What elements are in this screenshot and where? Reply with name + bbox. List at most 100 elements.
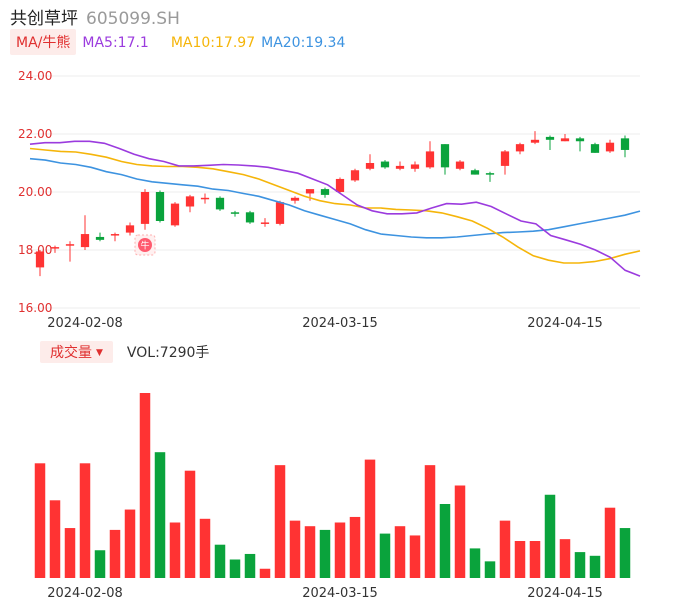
volume-bar bbox=[154, 452, 166, 578]
marker-label: 牛 bbox=[140, 240, 149, 252]
volume-bar bbox=[544, 494, 556, 578]
volume-bar bbox=[49, 500, 61, 578]
ma-legend: MA/牛熊 MA5:17.1 MA10:17.97 MA20:19.34 bbox=[10, 29, 345, 55]
candle bbox=[500, 149, 510, 175]
volume-bar bbox=[349, 516, 361, 578]
candle bbox=[380, 160, 390, 169]
candle bbox=[185, 194, 195, 213]
candle bbox=[620, 135, 630, 158]
price-tick-label: 18.00 bbox=[18, 243, 52, 257]
date-tick-label: 2024-04-15 bbox=[527, 586, 603, 601]
candle-body bbox=[95, 236, 105, 240]
candle-body bbox=[170, 203, 180, 226]
stock-code: 605099.SH bbox=[86, 9, 180, 29]
ma20-label: MA20:19.34 bbox=[261, 35, 346, 51]
candle-body bbox=[560, 138, 570, 142]
candle-body bbox=[485, 173, 495, 175]
candle bbox=[410, 161, 420, 172]
candle-body bbox=[275, 202, 285, 224]
volume-bar bbox=[394, 526, 406, 578]
candle bbox=[65, 241, 75, 262]
candle-body bbox=[50, 247, 60, 249]
candle-body bbox=[380, 161, 390, 168]
volume-indicator-tab[interactable]: 成交量 ▼ bbox=[40, 341, 113, 363]
candle-body bbox=[260, 222, 270, 224]
candle bbox=[95, 232, 105, 242]
candle-body bbox=[440, 144, 450, 168]
volume-bar bbox=[619, 528, 631, 578]
volume-bar bbox=[184, 470, 196, 578]
price-tick-label: 20.00 bbox=[18, 185, 52, 199]
candle bbox=[485, 171, 495, 182]
price-tick-label: 16.00 bbox=[18, 301, 52, 315]
candle bbox=[305, 189, 315, 201]
candle-body bbox=[140, 192, 150, 224]
candle-body bbox=[350, 170, 360, 181]
volume-bar bbox=[79, 463, 91, 578]
volume-bar bbox=[229, 559, 241, 578]
volume-value: VOL:7290手 bbox=[126, 345, 210, 361]
candle bbox=[575, 136, 585, 152]
candle bbox=[320, 187, 330, 198]
candle-body bbox=[65, 244, 75, 246]
candle-body bbox=[335, 178, 345, 192]
volume-bar bbox=[304, 526, 316, 578]
volume-bar bbox=[589, 555, 601, 578]
volume-bar bbox=[559, 539, 571, 578]
candle-body bbox=[155, 192, 165, 221]
volume-bar bbox=[199, 518, 211, 578]
volume-bar bbox=[319, 529, 331, 578]
volume-bar bbox=[244, 553, 256, 578]
candle-body bbox=[395, 165, 405, 169]
candle bbox=[50, 245, 60, 253]
candle bbox=[455, 160, 465, 171]
ma20-line bbox=[29, 157, 641, 239]
ma-indicator-tab[interactable]: MA/牛熊 bbox=[10, 29, 77, 55]
price-date-axis: 2024-02-08 2024-03-15 2024-04-15 bbox=[47, 316, 603, 331]
date-tick-label: 2024-04-15 bbox=[527, 316, 603, 331]
bull-marker[interactable]: 牛 bbox=[134, 234, 156, 256]
candle-body bbox=[515, 144, 525, 152]
candle-body bbox=[215, 197, 225, 210]
volume-bar bbox=[64, 528, 76, 578]
volume-bar bbox=[109, 529, 121, 578]
candle bbox=[515, 142, 525, 155]
volume-tab-label: 成交量 bbox=[50, 345, 92, 361]
volume-bar bbox=[259, 568, 271, 578]
candle bbox=[560, 134, 570, 142]
candle-body bbox=[590, 144, 600, 153]
price-tick-label: 22.00 bbox=[18, 127, 52, 141]
candle bbox=[80, 215, 90, 250]
volume-bar bbox=[289, 520, 301, 578]
price-tick-label: 24.00 bbox=[18, 69, 52, 83]
volume-bar bbox=[274, 465, 286, 578]
volume-bar bbox=[334, 522, 346, 578]
volume-bar bbox=[94, 550, 106, 578]
volume-bar bbox=[124, 509, 136, 578]
candle bbox=[230, 210, 240, 217]
candle-body bbox=[35, 251, 45, 268]
moving-average-lines bbox=[29, 140, 641, 277]
candle-body bbox=[455, 161, 465, 169]
candle bbox=[335, 177, 345, 194]
date-tick-label: 2024-03-15 bbox=[302, 586, 378, 601]
candle-body bbox=[410, 164, 420, 169]
candle bbox=[260, 218, 270, 227]
volume-bar bbox=[529, 541, 541, 578]
ma10-label: MA10:17.97 bbox=[170, 35, 256, 51]
candle-body bbox=[125, 225, 135, 233]
candle bbox=[170, 202, 180, 227]
stock-name: 共创草坪 bbox=[10, 9, 78, 29]
stock-title: 共创草坪 605099.SH bbox=[10, 4, 180, 29]
candle-body bbox=[305, 189, 315, 194]
candle-body bbox=[605, 142, 615, 152]
candle bbox=[605, 139, 615, 153]
candle bbox=[545, 135, 555, 150]
date-tick-label: 2024-02-08 bbox=[47, 586, 123, 601]
volume-bar bbox=[484, 561, 496, 578]
volume-bar bbox=[469, 548, 481, 578]
volume-bar bbox=[514, 541, 526, 578]
candle bbox=[110, 232, 120, 242]
candle-body bbox=[110, 234, 120, 236]
